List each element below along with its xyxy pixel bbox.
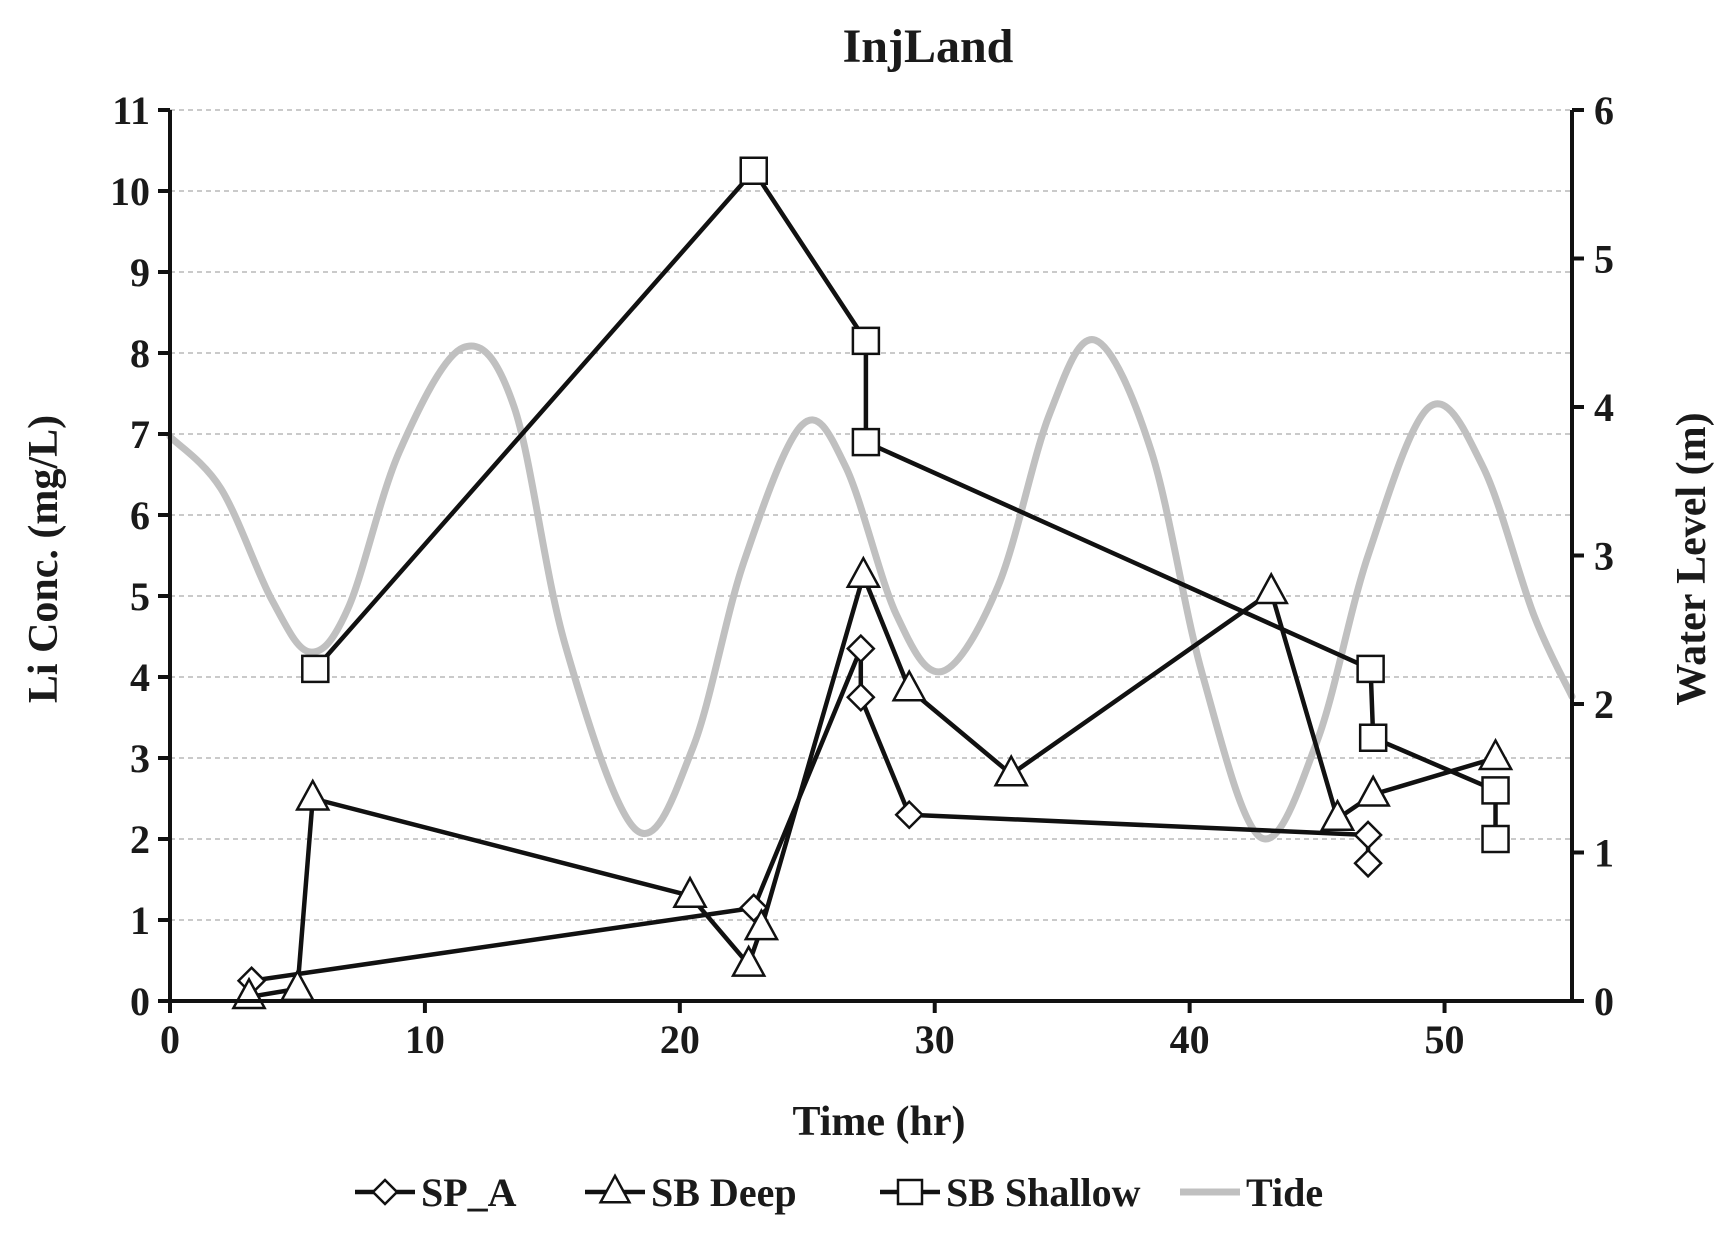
y2-tick-label-0: 0 [1594, 979, 1614, 1024]
series-sp-a-line [251, 646, 1371, 983]
x-tick-label-50: 50 [1425, 1017, 1465, 1062]
series-sb-deep [231, 555, 1514, 1010]
y-tick-label-0: 0 [130, 979, 150, 1024]
series-sp-a [236, 633, 1383, 996]
series-sp-a-point-5 [1353, 820, 1383, 850]
y-tick-label-5: 5 [130, 574, 150, 619]
series-sb-shallow-point-1 [739, 156, 768, 185]
series-sb-shallow-point-7 [1481, 824, 1510, 854]
series-sb-shallow-point-6 [1481, 776, 1510, 805]
series-sb-deep-point-5 [743, 907, 780, 941]
y-tick-label-8: 8 [130, 331, 150, 376]
y-tick-label-6: 6 [130, 493, 150, 538]
series-sb-shallow-point-5 [1358, 723, 1388, 752]
series-sb-deep-point-11 [1355, 774, 1391, 807]
legend-label-sb-shallow: SB Shallow [946, 1170, 1141, 1215]
legend-label-sp-a: SP_A [421, 1170, 517, 1215]
series-sb-deep-point-6 [845, 555, 882, 589]
series-sp-a-point-6 [1353, 848, 1383, 879]
legend-item-sb-deep: SB Deep [585, 1170, 797, 1215]
series-tide-line [166, 336, 1576, 843]
y-tick-label-4: 4 [130, 655, 150, 700]
y2-axis-label: Water Level (m) [1669, 412, 1715, 705]
series-sb-deep-point-10 [1319, 798, 1356, 832]
y2-tick-label-4: 4 [1594, 385, 1614, 430]
legend-label-tide: Tide [1246, 1170, 1323, 1215]
series-sb-deep-point-3 [672, 875, 708, 908]
x-axis-label: Time (hr) [792, 1099, 965, 1145]
tide-layer [166, 336, 1576, 843]
series-sb-deep-point-7 [891, 668, 927, 702]
series-sb-deep-point-12 [1477, 737, 1514, 771]
legend-item-tide: Tide [1180, 1170, 1323, 1215]
x-tick-label-10: 10 [405, 1017, 445, 1062]
chart-title: InjLand [843, 20, 1014, 73]
y-tick-label-2: 2 [130, 817, 150, 862]
series-sp-a-point-3 [846, 682, 876, 713]
x-tick-label-30: 30 [915, 1017, 955, 1062]
series-sb-shallow-point-3 [851, 427, 881, 457]
y-tick-label-3: 3 [130, 736, 150, 781]
series-sb-deep-point-4 [730, 944, 767, 977]
legend-marker-sb-shallow [896, 1178, 924, 1206]
y-tick-label-7: 7 [130, 412, 150, 457]
series-sb-deep-point-8 [993, 754, 1029, 787]
series-sp-a-point-2 [846, 633, 876, 664]
series-sb-shallow-point-4 [1356, 654, 1385, 684]
series-sb-shallow-point-0 [301, 654, 330, 684]
y-tick-label-9: 9 [130, 250, 150, 295]
series-sb-deep-point-2 [295, 778, 331, 811]
y-tick-label-10: 10 [110, 169, 150, 214]
legend: SP_A SB Deep SB Shallow Tide [355, 1170, 1323, 1215]
x-tick-label-40: 40 [1170, 1017, 1210, 1062]
y2-tick-label-2: 2 [1594, 682, 1614, 727]
x-tick-label-20: 20 [660, 1017, 700, 1062]
series-sb-deep-point-9 [1253, 571, 1289, 605]
y-tick-label-11: 11 [112, 88, 150, 133]
y2-tick-label-5: 5 [1594, 237, 1614, 282]
y2-tick-label-1: 1 [1594, 831, 1614, 876]
series-sp-a-point-4 [894, 799, 925, 830]
series-sb-shallow [301, 156, 1510, 854]
x-tick-label-0: 0 [160, 1017, 180, 1062]
legend-label-sb-deep: SB Deep [651, 1170, 797, 1215]
legend-marker-sp-a [371, 1178, 399, 1206]
series-sb-shallow-point-2 [851, 326, 881, 356]
legend-marker-sb-deep [598, 1173, 632, 1204]
series-sb-shallow-line [313, 168, 1498, 839]
series-layer [231, 156, 1514, 1010]
y2-tick-label-3: 3 [1594, 534, 1614, 579]
legend-item-sb-shallow: SB Shallow [880, 1170, 1141, 1215]
legend-item-sp-a: SP_A [355, 1170, 517, 1215]
y2-tick-label-6: 6 [1594, 88, 1614, 133]
axes: 0 1 2 3 4 5 6 7 8 9 10 11 0 1 2 3 4 5 6 0 10 20 30 40 50 [110, 88, 1614, 1062]
y-axis-label: Li Conc. (mg/L) [21, 415, 67, 703]
y-tick-label-1: 1 [130, 898, 150, 943]
